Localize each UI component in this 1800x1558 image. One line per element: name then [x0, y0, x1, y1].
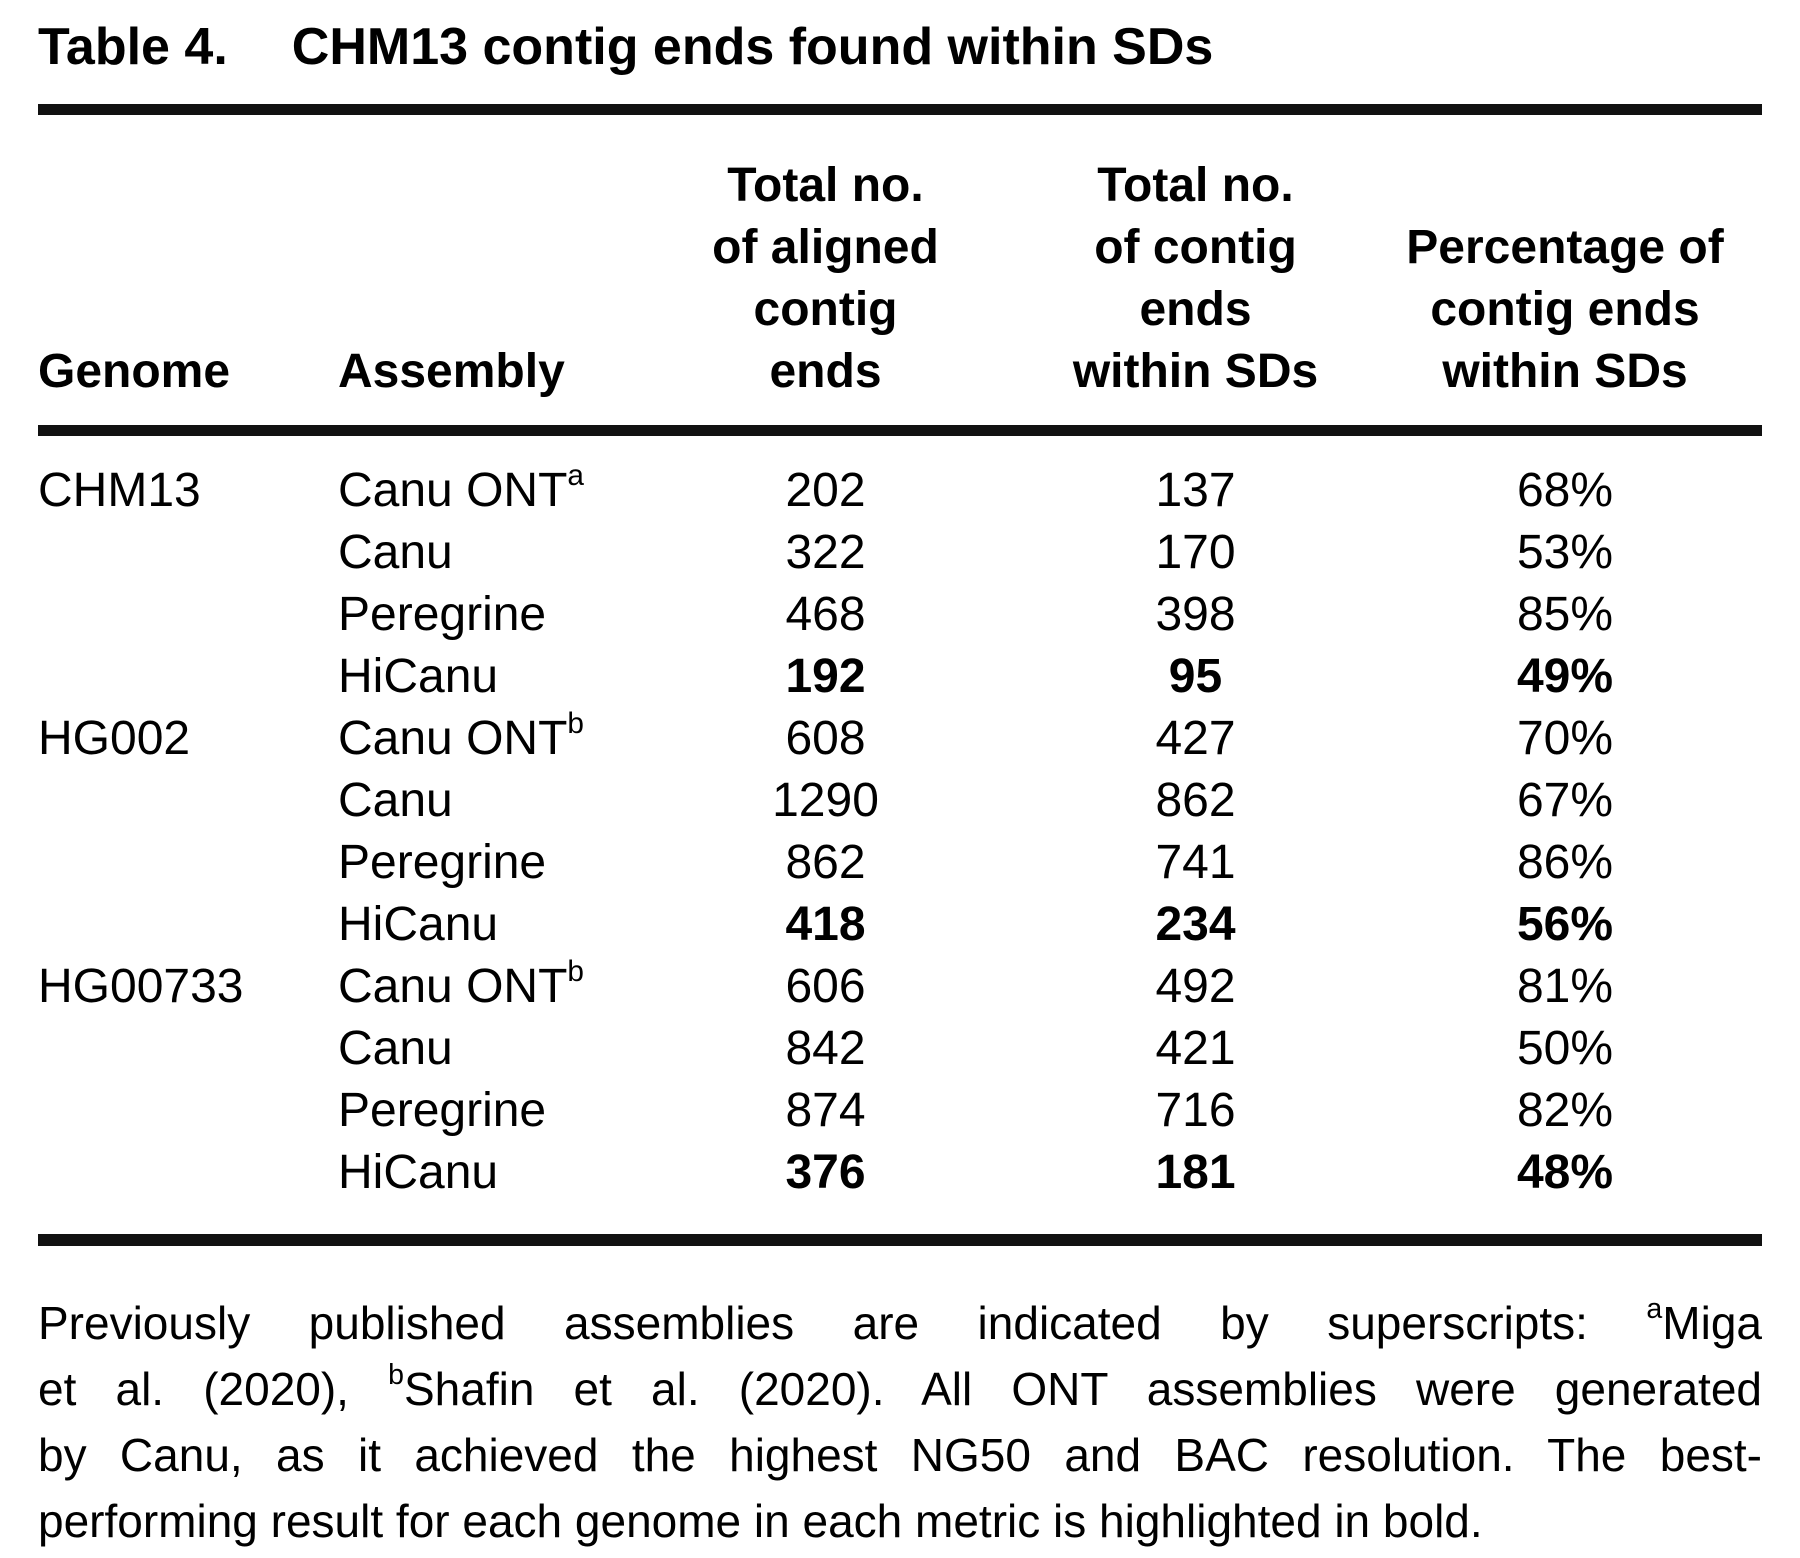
- genome-cell: [38, 1018, 338, 1080]
- header-rule: [38, 425, 1762, 436]
- genome-cell: [38, 646, 338, 708]
- assembly-cell: Canu: [338, 774, 453, 827]
- assembly-cell: Peregrine: [338, 588, 547, 641]
- aligned-ends-cell: 874: [785, 1084, 866, 1137]
- column-header-percentage: Percentage of contig ends within SDs: [1406, 221, 1724, 398]
- assembly-superscript: b: [567, 954, 584, 988]
- assembly-cell: Canu: [338, 1022, 453, 1075]
- table-row: HiCanu 376 181 48%: [38, 1142, 1762, 1204]
- genome-cell: HG00733: [38, 960, 244, 1013]
- genome-cell: [38, 894, 338, 956]
- ends-within-sds-cell: 421: [1155, 1022, 1236, 1075]
- aligned-ends-cell: 842: [785, 1022, 866, 1075]
- percentage-cell: 68%: [1516, 464, 1614, 517]
- aligned-ends-cell: 418: [785, 898, 866, 951]
- aligned-ends-cell: 192: [785, 650, 866, 703]
- aligned-ends-cell: 468: [785, 588, 866, 641]
- genome-cell: HG002: [38, 712, 191, 765]
- top-rule: [38, 104, 1762, 115]
- genome-cell: [38, 1142, 338, 1204]
- table-caption: CHM13 contig ends found within SDs: [291, 18, 1214, 76]
- footnote-line: Previously published assemblies are indi…: [38, 1293, 1762, 1349]
- percentage-cell: 53%: [1516, 526, 1614, 579]
- table-header-row: Genome Assembly Total no. of aligned con…: [38, 115, 1762, 425]
- table-footnote: Previously published assemblies are indi…: [38, 1290, 1762, 1554]
- genome-cell: [38, 1080, 338, 1142]
- assembly-cell: HiCanu: [338, 898, 499, 951]
- aligned-ends-cell: 376: [785, 1146, 866, 1199]
- table-row: HiCanu 418 234 56%: [38, 894, 1762, 956]
- ends-within-sds-cell: 862: [1155, 774, 1236, 827]
- genome-cell: CHM13: [38, 464, 201, 517]
- ends-within-sds-cell: 234: [1155, 898, 1236, 951]
- aligned-ends-cell: 862: [785, 836, 866, 889]
- footnote-line: by Canu, as it achieved the highest NG50…: [38, 1429, 1762, 1481]
- assembly-superscript: a: [567, 458, 584, 492]
- ends-within-sds-cell: 492: [1155, 960, 1236, 1013]
- table-row: HiCanu 192 95 49%: [38, 646, 1762, 708]
- assembly-cell: Canu: [338, 526, 453, 579]
- percentage-cell: 86%: [1516, 836, 1614, 889]
- percentage-cell: 49%: [1516, 650, 1614, 703]
- ends-within-sds-cell: 716: [1155, 1084, 1236, 1137]
- column-header-aligned: Total no. of aligned contig ends: [712, 159, 939, 398]
- table-row: Canu 322 170 53%: [38, 522, 1762, 584]
- footnote-superscript: b: [388, 1359, 404, 1392]
- table-number: Table 4.: [38, 18, 228, 76]
- ends-within-sds-cell: 95: [1168, 650, 1223, 703]
- percentage-cell: 56%: [1516, 898, 1614, 951]
- table-row: Peregrine 468 398 85%: [38, 584, 1762, 646]
- ends-within-sds-cell: 181: [1155, 1146, 1236, 1199]
- table-row: Peregrine 862 741 86%: [38, 832, 1762, 894]
- ends-within-sds-cell: 741: [1155, 836, 1236, 889]
- column-header-within: Total no. of contig ends within SDs: [1072, 159, 1319, 398]
- footnote-line: performing result for each genome in eac…: [38, 1495, 1483, 1547]
- genome-cell: [38, 522, 338, 584]
- assembly-cell: Peregrine: [338, 1084, 547, 1137]
- ends-within-sds-cell: 170: [1155, 526, 1236, 579]
- table-row: CHM13 Canu ONTa 202 137 68%: [38, 460, 1762, 522]
- assembly-superscript: b: [567, 706, 584, 740]
- ends-within-sds-cell: 137: [1155, 464, 1236, 517]
- assembly-cell: HiCanu: [338, 1146, 499, 1199]
- percentage-cell: 85%: [1516, 588, 1614, 641]
- assembly-cell: Canu ONTb: [338, 954, 584, 1013]
- genome-cell: [38, 770, 338, 832]
- genome-cell: [38, 832, 338, 894]
- column-header-assembly: Assembly: [338, 345, 565, 398]
- table-row: HG002 Canu ONTb 608 427 70%: [38, 708, 1762, 770]
- assembly-cell: HiCanu: [338, 650, 499, 703]
- percentage-cell: 48%: [1516, 1146, 1614, 1199]
- genome-cell: [38, 584, 338, 646]
- table-row: Canu 842 421 50%: [38, 1018, 1762, 1080]
- ends-within-sds-cell: 427: [1155, 712, 1236, 765]
- percentage-cell: 82%: [1516, 1084, 1614, 1137]
- ends-within-sds-cell: 398: [1155, 588, 1236, 641]
- table-row: Peregrine 874 716 82%: [38, 1080, 1762, 1142]
- aligned-ends-cell: 1290: [772, 774, 879, 827]
- assembly-cell: Peregrine: [338, 836, 547, 889]
- aligned-ends-cell: 606: [785, 960, 866, 1013]
- assembly-cell: Canu ONTa: [338, 458, 584, 517]
- aligned-ends-cell: 202: [785, 464, 866, 517]
- footnote-superscript: a: [1646, 1293, 1663, 1326]
- bottom-rule: [38, 1234, 1762, 1246]
- table-row: HG00733 Canu ONTb 606 492 81%: [38, 956, 1762, 1018]
- table-row: Canu 1290 862 67%: [38, 770, 1762, 832]
- percentage-cell: 81%: [1516, 960, 1614, 1013]
- column-header-genome: Genome: [38, 345, 231, 398]
- percentage-cell: 67%: [1516, 774, 1614, 827]
- aligned-ends-cell: 608: [785, 712, 866, 765]
- assembly-cell: Canu ONTb: [338, 706, 584, 765]
- footnote-line: et al. (2020), bShafin et al. (2020). Al…: [38, 1359, 1762, 1415]
- table-title: Table 4. CHM13 contig ends found within S…: [38, 18, 1762, 76]
- aligned-ends-cell: 322: [785, 526, 866, 579]
- percentage-cell: 70%: [1516, 712, 1614, 765]
- percentage-cell: 50%: [1516, 1022, 1614, 1075]
- table-body: CHM13 Canu ONTa 202 137 68% Canu 322 170 53% Pere…: [38, 436, 1762, 1234]
